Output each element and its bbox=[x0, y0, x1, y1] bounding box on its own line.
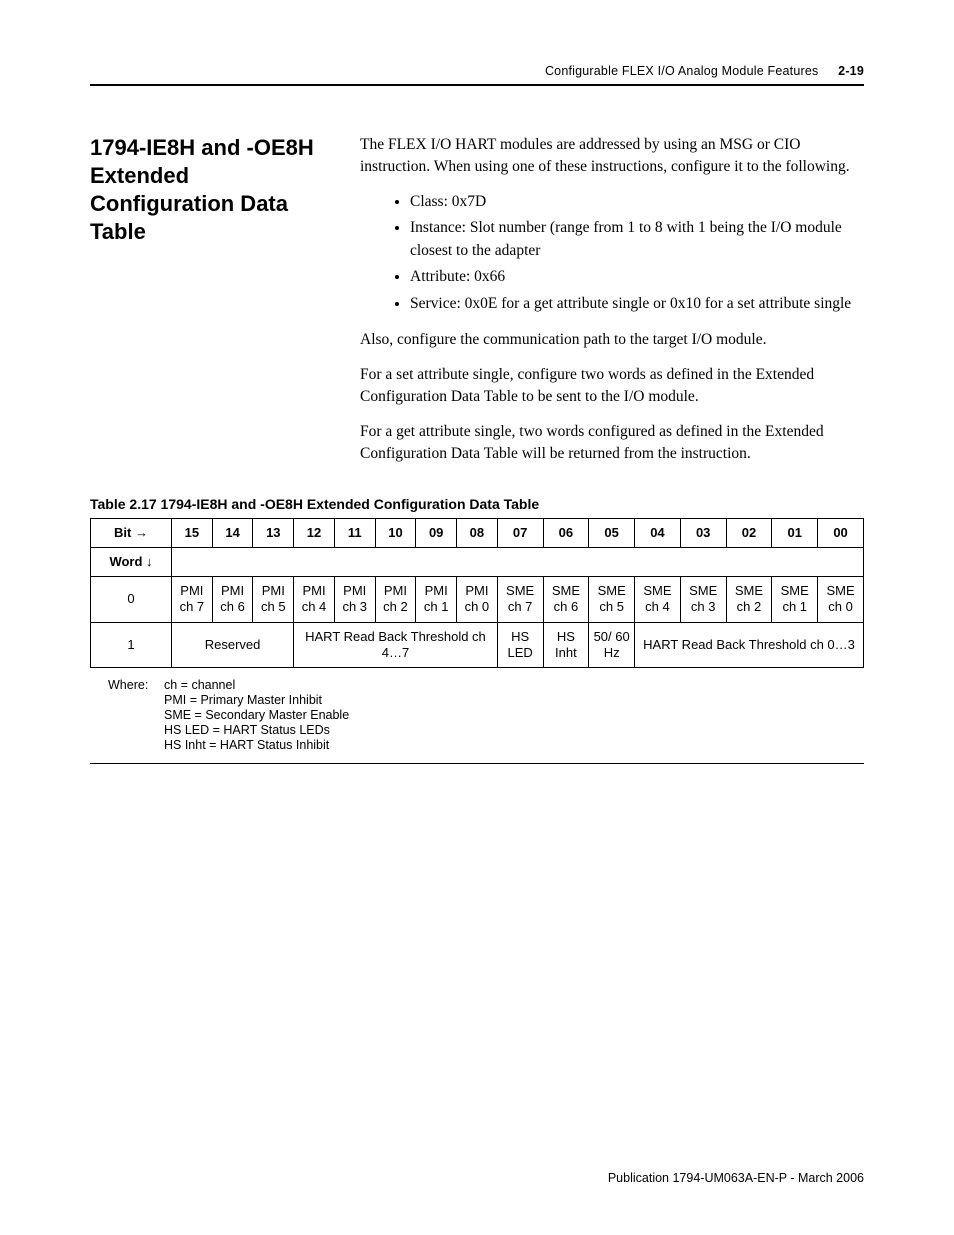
word0-cell: SME ch 3 bbox=[680, 577, 726, 623]
word0-cell: SME ch 5 bbox=[589, 577, 635, 623]
bit-col: 11 bbox=[334, 518, 375, 547]
section-heading: 1794-IE8H and -OE8H Extended Configurati… bbox=[90, 134, 330, 478]
config-bullet-list: Class: 0x7D Instance: Slot number (range… bbox=[360, 191, 864, 315]
intro-paragraph: The FLEX I/O HART modules are addressed … bbox=[360, 134, 864, 179]
word0-cell: PMI ch 1 bbox=[416, 577, 457, 623]
word1-cell: HART Read Back Threshold ch 0…3 bbox=[635, 622, 864, 668]
bit-col: 02 bbox=[726, 518, 772, 547]
word0-cell: PMI ch 3 bbox=[334, 577, 375, 623]
bit-col: 04 bbox=[635, 518, 681, 547]
empty-cell bbox=[172, 547, 864, 576]
bit-col: 07 bbox=[497, 518, 543, 547]
where-line: HS Inht = HART Status Inhibit bbox=[164, 738, 349, 752]
word0-cell: SME ch 0 bbox=[818, 577, 864, 623]
bit-col: 00 bbox=[818, 518, 864, 547]
word-label-cell: Word ↓ bbox=[91, 547, 172, 576]
bit-label-cell: Bit → bbox=[91, 518, 172, 547]
paragraph-set-attr: For a set attribute single, configure tw… bbox=[360, 364, 864, 409]
bit-col: 12 bbox=[294, 518, 335, 547]
word1-cell: Reserved bbox=[172, 622, 294, 668]
word0-cell: SME ch 6 bbox=[543, 577, 589, 623]
bit-col: 01 bbox=[772, 518, 818, 547]
word0-cell: PMI ch 5 bbox=[253, 577, 294, 623]
bit-col: 15 bbox=[172, 518, 213, 547]
footer-pubinfo: Publication 1794-UM063A-EN-P - March 200… bbox=[608, 1171, 864, 1185]
where-line: PMI = Primary Master Inhibit bbox=[164, 693, 349, 707]
chapter-title: Configurable FLEX I/O Analog Module Feat… bbox=[545, 64, 819, 78]
paragraph-get-attr: For a get attribute single, two words co… bbox=[360, 421, 864, 466]
word0-cell: PMI ch 7 bbox=[172, 577, 213, 623]
word0-cell: SME ch 4 bbox=[635, 577, 681, 623]
word1-cell: HS LED bbox=[497, 622, 543, 668]
table-row: Word ↓ bbox=[91, 547, 864, 576]
bit-col: 03 bbox=[680, 518, 726, 547]
word1-label: 1 bbox=[91, 622, 172, 668]
bit-col: 09 bbox=[416, 518, 457, 547]
running-header: Configurable FLEX I/O Analog Module Feat… bbox=[90, 64, 864, 86]
where-line: ch = channel bbox=[164, 678, 349, 692]
bullet-item: Instance: Slot number (range from 1 to 8… bbox=[410, 217, 864, 262]
word1-cell: HS Inht bbox=[543, 622, 589, 668]
table-header-row: Bit → 15 14 13 12 11 10 09 08 07 06 05 0… bbox=[91, 518, 864, 547]
word0-cell: PMI ch 4 bbox=[294, 577, 335, 623]
where-line: HS LED = HART Status LEDs bbox=[164, 723, 349, 737]
word1-cell: 50/ 60 Hz bbox=[589, 622, 635, 668]
after-bullets-paragraph: Also, configure the communication path t… bbox=[360, 329, 864, 351]
word0-cell: SME ch 2 bbox=[726, 577, 772, 623]
where-block: Where: ch = channel PMI = Primary Master… bbox=[90, 678, 864, 764]
bit-col: 08 bbox=[457, 518, 498, 547]
bullet-item: Class: 0x7D bbox=[410, 191, 864, 213]
word0-cell: PMI ch 6 bbox=[212, 577, 253, 623]
word0-cell: PMI ch 0 bbox=[457, 577, 498, 623]
where-line: SME = Secondary Master Enable bbox=[164, 708, 349, 722]
bit-col: 14 bbox=[212, 518, 253, 547]
table-row: 0 PMI ch 7 PMI ch 6 PMI ch 5 PMI ch 4 PM… bbox=[91, 577, 864, 623]
word0-cell: PMI ch 2 bbox=[375, 577, 416, 623]
word0-cell: SME ch 7 bbox=[497, 577, 543, 623]
where-definitions: ch = channel PMI = Primary Master Inhibi… bbox=[164, 678, 349, 753]
bullet-item: Service: 0x0E for a get attribute single… bbox=[410, 293, 864, 315]
page-number: 2-19 bbox=[838, 64, 864, 78]
content-area: 1794-IE8H and -OE8H Extended Configurati… bbox=[90, 134, 864, 764]
bit-col: 05 bbox=[589, 518, 635, 547]
word0-cell: SME ch 1 bbox=[772, 577, 818, 623]
word1-cell: HART Read Back Threshold ch 4…7 bbox=[294, 622, 498, 668]
table-caption: Table 2.17 1794-IE8H and -OE8H Extended … bbox=[90, 496, 864, 512]
bit-col: 10 bbox=[375, 518, 416, 547]
where-label: Where: bbox=[108, 678, 164, 753]
bit-col: 06 bbox=[543, 518, 589, 547]
word0-label: 0 bbox=[91, 577, 172, 623]
bullet-item: Attribute: 0x66 bbox=[410, 266, 864, 288]
table-row: 1 Reserved HART Read Back Threshold ch 4… bbox=[91, 622, 864, 668]
body-column: The FLEX I/O HART modules are addressed … bbox=[360, 134, 864, 478]
bit-col: 13 bbox=[253, 518, 294, 547]
extended-config-table: Bit → 15 14 13 12 11 10 09 08 07 06 05 0… bbox=[90, 518, 864, 669]
